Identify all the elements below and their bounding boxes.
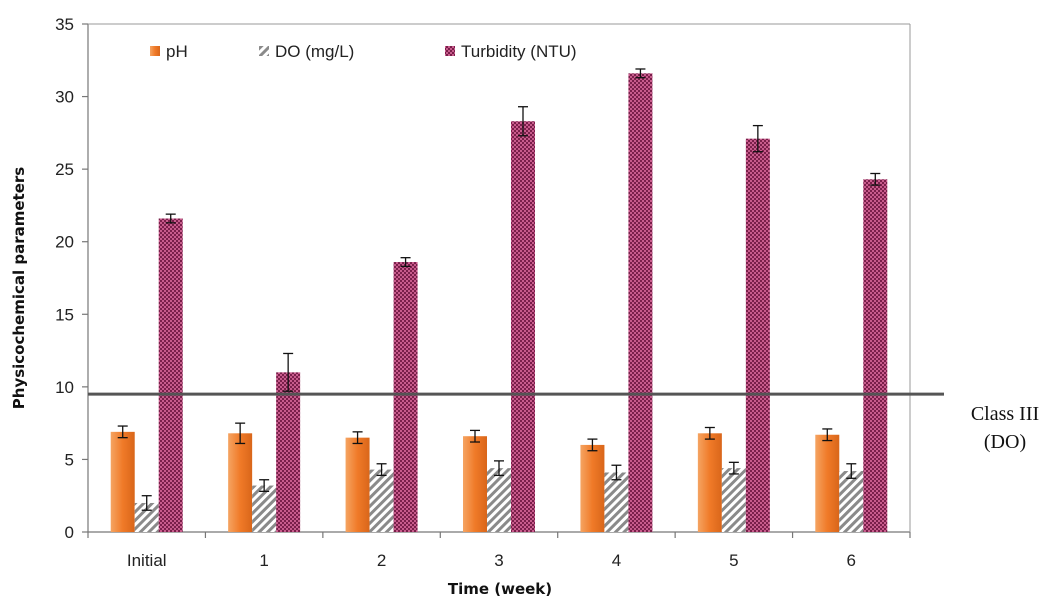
bar-ph	[228, 433, 253, 532]
y-tick-label: 35	[55, 15, 74, 34]
bar-ph	[110, 431, 135, 532]
legend-swatch-turbidity	[445, 46, 455, 56]
bar-ph	[580, 444, 605, 532]
bar-ph	[815, 434, 840, 532]
x-tick-label: 5	[729, 551, 738, 570]
y-tick-label: 20	[55, 233, 74, 252]
reference-line-label: Class III	[971, 403, 1039, 425]
x-tick-label: 1	[259, 551, 268, 570]
y-tick-label: 15	[55, 305, 74, 324]
y-tick-label: 25	[55, 160, 74, 179]
bar-turbidity	[393, 262, 418, 532]
bar-do	[252, 485, 277, 532]
legend-label-do: DO (mg/L)	[275, 42, 354, 61]
y-axis-title: Physicochemical parameters	[10, 167, 28, 410]
bar-ph	[463, 436, 487, 532]
bar-ph	[345, 437, 370, 532]
legend-label-turbidity: Turbidity (NTU)	[461, 42, 577, 61]
x-tick-label: Initial	[127, 551, 167, 570]
bar-turbidity	[745, 138, 770, 533]
bar-turbidity	[628, 73, 653, 532]
bar-do	[839, 471, 864, 532]
bar-ph	[697, 433, 722, 532]
legend-label-ph: pH	[166, 42, 188, 61]
bar-turbidity	[863, 179, 888, 532]
plot-area: 0 5 10 15 20 25 30 35 Initial 1 2 3 4 5 6	[55, 15, 944, 570]
legend: pH DO (mg/L) Turbidity (NTU)	[150, 42, 577, 61]
bar-turbidity	[158, 218, 183, 532]
x-tick-label: 6	[847, 551, 856, 570]
bar-do	[369, 469, 394, 532]
bar-do	[721, 468, 746, 532]
bar-do	[604, 472, 629, 532]
y-tick-label: 10	[55, 378, 74, 397]
legend-swatch-ph	[150, 46, 160, 56]
legend-swatch-do	[259, 46, 269, 56]
y-tick-label: 5	[65, 450, 74, 469]
reference-line-label-2: (DO)	[984, 431, 1026, 453]
bar-turbidity	[511, 121, 535, 532]
x-axis-title: Time (week)	[448, 580, 552, 598]
bar-turbidity	[276, 372, 301, 532]
x-tick-label: 3	[494, 551, 503, 570]
y-tick-label: 30	[55, 88, 74, 107]
x-tick-label: 2	[377, 551, 386, 570]
bar-do	[487, 468, 511, 532]
x-tick-label: 4	[612, 551, 621, 570]
y-tick-label: 0	[65, 523, 74, 542]
